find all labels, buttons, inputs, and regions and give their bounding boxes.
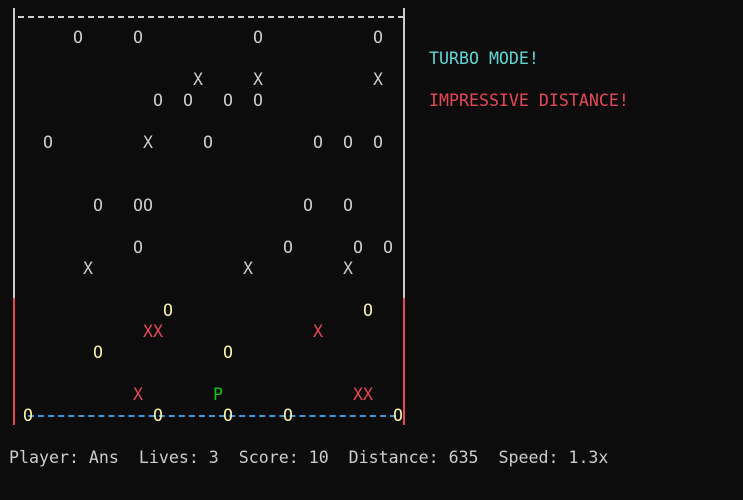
- coin: O: [253, 91, 263, 110]
- obstacle: X: [253, 70, 263, 89]
- coin: O: [23, 406, 33, 425]
- obstacle: X: [133, 385, 143, 404]
- coin: O: [183, 91, 193, 110]
- coin: O: [223, 91, 233, 110]
- coin: O: [283, 406, 293, 425]
- coin: O: [203, 133, 213, 152]
- coin: O: [133, 28, 143, 47]
- impressive-distance-message: IMPRESSIVE DISTANCE!: [429, 91, 629, 110]
- obstacle: X: [373, 70, 383, 89]
- coin: O: [133, 238, 143, 257]
- field-right-wall: [403, 8, 405, 425]
- obstacle: X: [193, 70, 203, 89]
- coin: O: [353, 238, 363, 257]
- coin: O: [93, 196, 103, 215]
- coin: O: [223, 406, 233, 425]
- obstacle: X: [313, 322, 323, 341]
- coin: O: [93, 343, 103, 362]
- coin: O: [43, 133, 53, 152]
- coin: OO: [133, 196, 153, 215]
- obstacle: X: [143, 133, 153, 152]
- coin: O: [223, 343, 233, 362]
- coin: O: [343, 196, 353, 215]
- coin: O: [73, 28, 83, 47]
- coin: O: [153, 406, 163, 425]
- coin: O: [393, 406, 403, 425]
- field-top-border: [18, 16, 404, 18]
- obstacle: X: [343, 259, 353, 278]
- coin: O: [373, 28, 383, 47]
- obstacle: XX: [353, 385, 373, 404]
- field-left-wall: [13, 8, 15, 425]
- player-marker: P: [213, 385, 223, 404]
- obstacle: XX: [143, 322, 163, 341]
- coin: O: [153, 91, 163, 110]
- coin: O: [163, 301, 173, 320]
- coin: O: [363, 301, 373, 320]
- status-line: Player: Ans Lives: 3 Score: 10 Distance:…: [9, 448, 609, 467]
- coin: O: [383, 238, 393, 257]
- coin: O: [313, 133, 323, 152]
- turbo-message: TURBO MODE!: [429, 49, 539, 68]
- coin: O: [303, 196, 313, 215]
- obstacle: X: [243, 259, 253, 278]
- coin: O: [343, 133, 353, 152]
- coin: O: [373, 133, 383, 152]
- coin: O: [253, 28, 263, 47]
- obstacle: X: [83, 259, 93, 278]
- ground-line: [28, 415, 396, 417]
- coin: O: [283, 238, 293, 257]
